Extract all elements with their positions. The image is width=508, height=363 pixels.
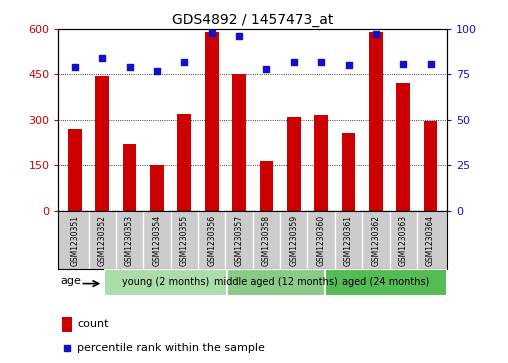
- Point: [180, 59, 188, 65]
- Text: young (2 months): young (2 months): [122, 277, 209, 287]
- Bar: [150, 164, 164, 211]
- Bar: [104, 269, 227, 296]
- Bar: [68, 129, 82, 211]
- Bar: [232, 74, 246, 211]
- Point: [235, 33, 243, 39]
- Bar: [314, 115, 328, 211]
- Text: GSM1230363: GSM1230363: [399, 215, 408, 266]
- Text: GSM1230356: GSM1230356: [207, 215, 216, 266]
- Point: [262, 66, 270, 72]
- Point: [71, 64, 79, 70]
- Point: [290, 59, 298, 65]
- Bar: [369, 32, 383, 211]
- Point: [98, 55, 106, 61]
- Text: GSM1230361: GSM1230361: [344, 215, 353, 266]
- Text: GSM1230353: GSM1230353: [125, 215, 134, 266]
- Point: [208, 30, 216, 36]
- Text: percentile rank within the sample: percentile rank within the sample: [77, 343, 265, 352]
- Bar: [96, 76, 109, 211]
- Text: GSM1230355: GSM1230355: [180, 215, 189, 266]
- Text: GSM1230354: GSM1230354: [152, 215, 162, 266]
- Bar: [287, 117, 301, 211]
- Text: GSM1230352: GSM1230352: [98, 215, 107, 266]
- Bar: [260, 160, 273, 211]
- Bar: [123, 144, 137, 211]
- Text: GSM1230360: GSM1230360: [316, 215, 326, 266]
- Point: [344, 62, 353, 68]
- Text: GSM1230359: GSM1230359: [289, 215, 298, 266]
- Bar: [177, 114, 191, 211]
- Bar: [227, 269, 325, 296]
- Text: GSM1230358: GSM1230358: [262, 215, 271, 266]
- Bar: [396, 83, 410, 211]
- Text: age: age: [61, 276, 82, 286]
- Text: GSM1230351: GSM1230351: [70, 215, 79, 266]
- Point: [64, 345, 72, 351]
- Bar: [205, 32, 218, 211]
- Point: [399, 61, 407, 66]
- Point: [427, 61, 435, 66]
- Text: GSM1230362: GSM1230362: [371, 215, 380, 266]
- Bar: [325, 269, 447, 296]
- Text: GSM1230364: GSM1230364: [426, 215, 435, 266]
- Text: GSM1230357: GSM1230357: [235, 215, 243, 266]
- Title: GDS4892 / 1457473_at: GDS4892 / 1457473_at: [172, 13, 333, 26]
- Bar: [424, 121, 437, 211]
- Point: [372, 32, 380, 37]
- Text: middle aged (12 months): middle aged (12 months): [214, 277, 337, 287]
- Text: count: count: [77, 319, 109, 330]
- Bar: [62, 317, 72, 332]
- Point: [153, 68, 161, 74]
- Bar: [342, 133, 356, 211]
- Point: [125, 64, 134, 70]
- Point: [317, 59, 325, 65]
- Text: aged (24 months): aged (24 months): [342, 277, 429, 287]
